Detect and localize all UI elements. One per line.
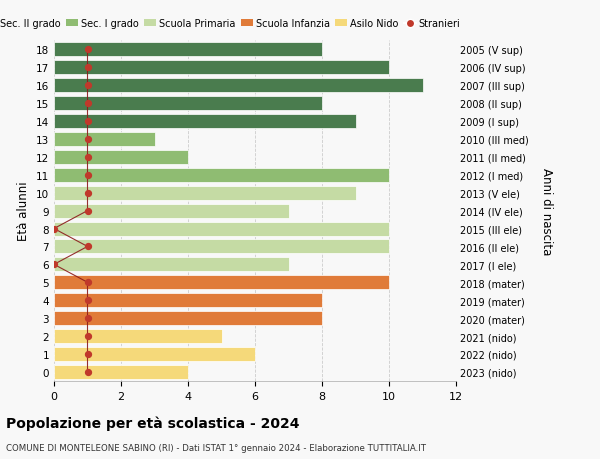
Point — [83, 46, 92, 54]
Point — [83, 100, 92, 107]
Y-axis label: Anni di nascita: Anni di nascita — [540, 168, 553, 255]
Point — [83, 64, 92, 72]
Point — [83, 154, 92, 161]
Point — [83, 136, 92, 143]
Bar — [54, 365, 188, 379]
Point — [49, 225, 59, 233]
Legend: Sec. II grado, Sec. I grado, Scuola Primaria, Scuola Infanzia, Asilo Nido, Stran: Sec. II grado, Sec. I grado, Scuola Prim… — [0, 15, 464, 33]
Point — [83, 333, 92, 340]
Text: COMUNE DI MONTELEONE SABINO (RI) - Dati ISTAT 1° gennaio 2024 - Elaborazione TUT: COMUNE DI MONTELEONE SABINO (RI) - Dati … — [6, 443, 426, 452]
Point — [83, 279, 92, 286]
Bar — [54, 258, 289, 272]
Bar — [54, 311, 322, 325]
Point — [83, 297, 92, 304]
Bar — [54, 115, 355, 129]
Point — [83, 315, 92, 322]
Bar — [54, 61, 389, 75]
Point — [83, 82, 92, 90]
Point — [83, 351, 92, 358]
Bar — [54, 222, 389, 236]
Point — [83, 118, 92, 125]
Bar — [54, 294, 322, 308]
Point — [83, 190, 92, 197]
Bar — [54, 204, 289, 218]
Bar — [54, 43, 322, 57]
Bar — [54, 79, 422, 93]
Bar — [54, 133, 155, 146]
Point — [83, 172, 92, 179]
Y-axis label: Età alunni: Età alunni — [17, 181, 31, 241]
Bar — [54, 97, 322, 111]
Text: Popolazione per età scolastica - 2024: Popolazione per età scolastica - 2024 — [6, 415, 299, 430]
Bar — [54, 240, 389, 254]
Point — [49, 261, 59, 269]
Point — [83, 207, 92, 215]
Bar — [54, 347, 255, 361]
Bar — [54, 186, 355, 200]
Point — [83, 243, 92, 251]
Bar — [54, 276, 389, 290]
Bar — [54, 151, 188, 164]
Bar — [54, 168, 389, 182]
Bar — [54, 329, 221, 343]
Point — [83, 369, 92, 376]
